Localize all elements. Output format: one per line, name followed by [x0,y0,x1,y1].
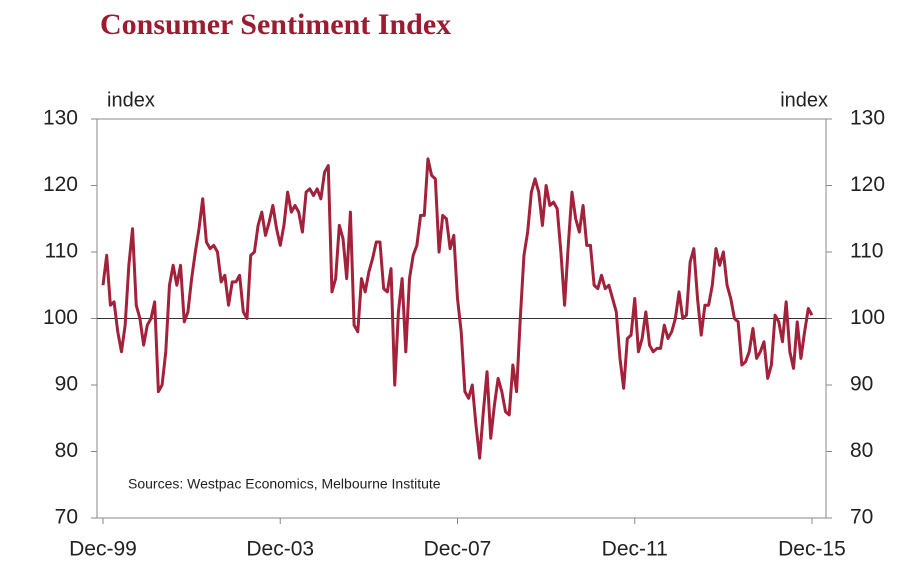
x-tick-label: Dec-15 [778,538,846,561]
y-tick-label: 130 [43,107,78,130]
y2-tick-label: 80 [850,439,873,462]
source-note: Sources: Westpac Economics, Melbourne In… [128,476,441,492]
y-tick-label: 110 [45,240,78,263]
y-tick-label: 70 [55,506,78,529]
y2-tick-label: 100 [850,306,885,329]
y2-tick-label: 120 [850,173,885,196]
x-tick-label: Dec-11 [602,538,668,561]
y-axis-label: index [107,89,155,111]
y-tick-label: 100 [43,306,78,329]
y-tick-label: 80 [55,439,78,462]
y-tick-label: 120 [43,173,78,196]
y2-tick-label: 130 [850,107,885,130]
y2-tick-label: 110 [850,240,883,263]
x-tick-label: Dec-03 [246,538,314,561]
x-tick-label: Dec-07 [424,538,492,561]
y2-tick-label: 90 [850,373,873,396]
y-tick-label: 90 [55,373,78,396]
x-tick-label: Dec-99 [69,538,137,561]
y2-tick-label: 70 [850,506,873,529]
data-line [101,157,814,460]
chart-title: Consumer Sentiment Index [100,8,451,41]
y2-axis-label: index [780,89,828,111]
